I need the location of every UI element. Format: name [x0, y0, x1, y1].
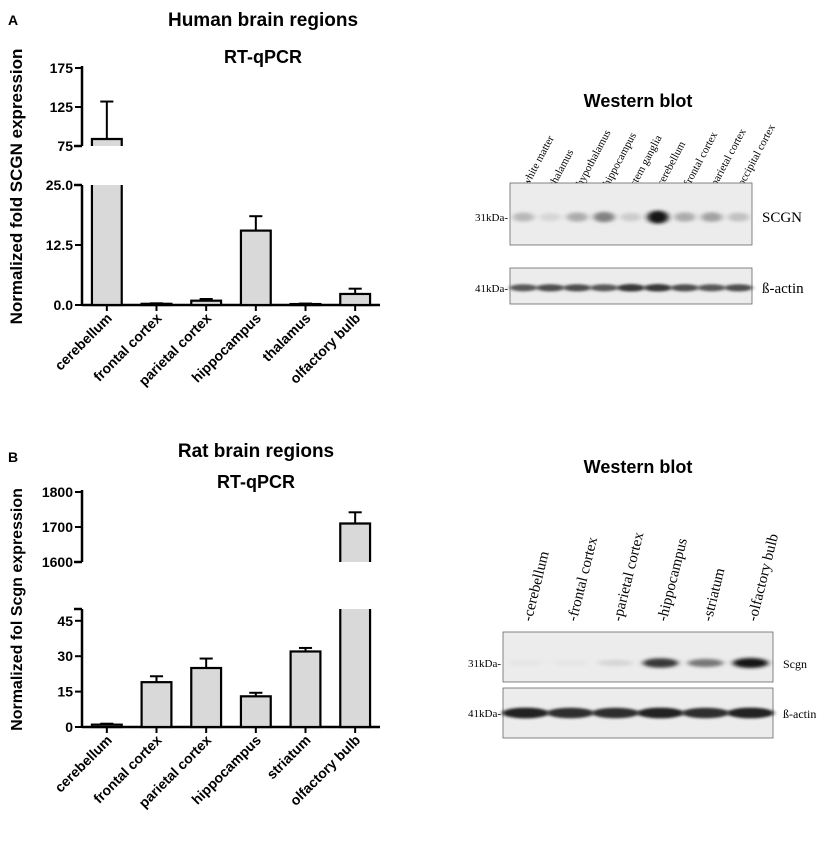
blot-band [681, 707, 730, 719]
blot-band [597, 659, 634, 667]
blot-band [620, 212, 642, 222]
blot-band [697, 284, 726, 292]
y-tick-label: 125 [50, 99, 74, 115]
panel-b-western-blot: -cerebellum -frontal cortex -parietal cort… [468, 530, 816, 739]
protein-label: ß-actin [762, 281, 804, 297]
blot-band [670, 284, 699, 292]
bar [91, 185, 122, 305]
y-tick-label: 25.0 [46, 177, 73, 193]
protein-label: ß-actin [783, 707, 816, 721]
bar-upper [91, 138, 122, 146]
blot-band [726, 707, 775, 719]
blot-band [687, 658, 724, 668]
blot-band [647, 210, 669, 224]
panel-a-letter: A [8, 12, 18, 28]
bar [140, 681, 173, 729]
blot-band [509, 284, 538, 292]
y-tick-label: 1600 [42, 554, 73, 570]
panel-a-bar-chart: 0.0 12.5 25.0 75 125 175 Normalized fold SCGN … [7, 49, 380, 389]
blot-band [732, 658, 769, 668]
y-tick-label: 0 [65, 719, 73, 735]
panel-b-bar-chart: 0 15 30 45 1600 1700 1800 Normalized fol Scgn e… [9, 484, 380, 811]
protein-label: Scgn [783, 657, 807, 671]
bar [190, 666, 223, 729]
bar [190, 299, 223, 307]
molecular-weight-marker: 41kDa- [475, 283, 508, 295]
lane-label: -striatum [700, 566, 729, 623]
bar [90, 723, 123, 729]
panel-b-letter: B [8, 449, 18, 465]
bar [239, 229, 272, 307]
blot-band [642, 658, 679, 668]
blot-band [643, 284, 673, 292]
blot-band [566, 212, 588, 222]
molecular-weight-marker: 31kDa- [468, 658, 501, 670]
bar [239, 695, 272, 729]
blot-band [593, 211, 615, 223]
bar [340, 609, 371, 727]
blot-band [591, 707, 640, 719]
blot-band [536, 284, 565, 292]
blot-band [563, 284, 592, 292]
y-tick-label: 1800 [42, 484, 73, 500]
panel-a-western-blot: -white matter-thalamus-hypothalamus-hipp… [475, 122, 804, 305]
panel-b: B Rat brain regions RT-qPCR 0 15 30 45 1600 1… [8, 441, 816, 811]
panel-a-blot-title: Western blot [584, 91, 693, 111]
lane-label: -cerebellum [520, 549, 553, 623]
y-tick-label: 15 [57, 684, 73, 700]
panel-b-blot-title: Western blot [584, 457, 693, 477]
blot-band [552, 659, 589, 667]
panel-a-title: Human brain regions [168, 10, 358, 31]
blot-band [501, 707, 550, 719]
bar [289, 650, 322, 729]
bar-upper [340, 523, 371, 562]
blot-band [727, 212, 750, 222]
lane-label: -hippocampus [655, 536, 691, 622]
y-tick-label: 175 [50, 60, 74, 76]
lane-label: -olfactory bulb [745, 532, 782, 623]
y-tick-label: 0.0 [54, 297, 74, 313]
blot-band [539, 212, 562, 222]
blot-band [700, 212, 723, 222]
blot-band [674, 212, 696, 222]
molecular-weight-marker: 41kDa- [468, 708, 501, 720]
blot-band [724, 284, 753, 292]
blot-band [636, 707, 685, 719]
blot-strip [502, 631, 774, 683]
panel-b-title: Rat brain regions [178, 441, 334, 462]
x-tick-label: striatum [263, 732, 313, 782]
y-tick-label: 12.5 [46, 237, 73, 253]
blot-band [616, 284, 646, 292]
y-tick-label: 75 [57, 138, 73, 154]
blot-band [546, 707, 595, 719]
blot-band [589, 284, 619, 292]
panel-a: A Human brain regions RT-qPCR 0.0 12.5 25.… [7, 10, 804, 389]
blot-band [512, 212, 535, 222]
molecular-weight-marker: 31kDa- [475, 212, 508, 224]
bar [339, 292, 372, 307]
lane-label: -parietal cortex [610, 530, 648, 623]
lane-label: -frontal cortex [565, 535, 602, 623]
blot-band [507, 659, 544, 667]
y-axis-label: Normalized fol Scgn expression [9, 488, 26, 731]
y-axis-label: Normalized fold SCGN expression [7, 49, 26, 325]
protein-label: SCGN [762, 210, 802, 226]
y-tick-label: 45 [57, 613, 73, 629]
panel-a-chart-title: RT-qPCR [224, 47, 302, 67]
panel-b-chart-title: RT-qPCR [217, 472, 295, 492]
y-tick-label: 1700 [42, 519, 73, 535]
y-tick-label: 30 [57, 648, 73, 664]
